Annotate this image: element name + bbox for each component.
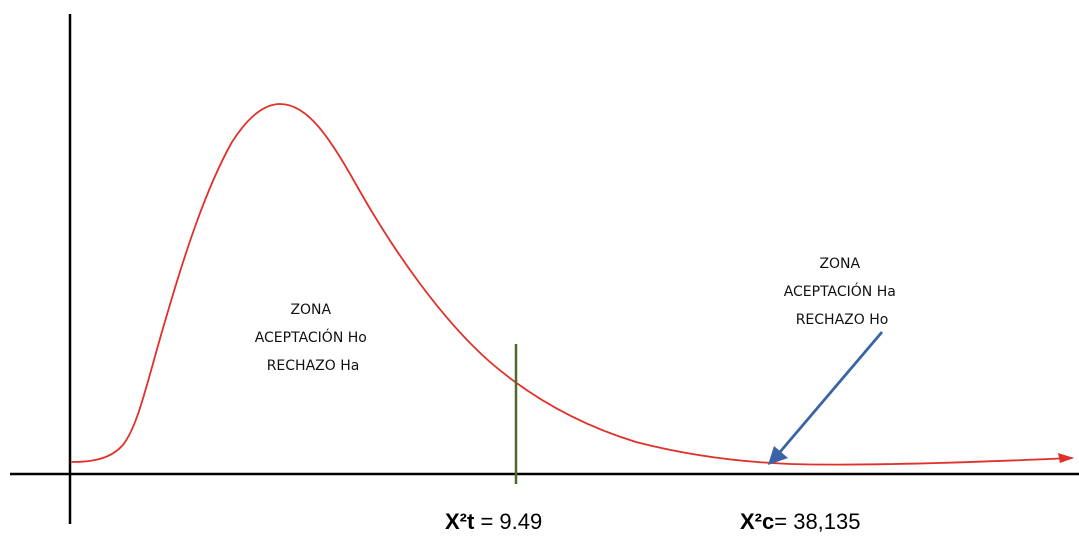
critical-value-label: X²t = 9.49 (445, 509, 542, 534)
rejection-zone-line-2: ACEPTACIÓN Ha (784, 282, 896, 300)
acceptance-zone-line-1: ZONA (290, 302, 331, 318)
calculated-value-number: = 38,135 (774, 509, 860, 534)
rejection-zone-line-3: RECHAZO Ho (796, 312, 889, 328)
calculated-value-arrow (778, 331, 884, 453)
calculated-value-arrowhead (768, 446, 788, 465)
acceptance-zone-label: ZONA ACEPTACIÓN Ho RECHAZO Ha (255, 302, 372, 374)
acceptance-zone-line-2: ACEPTACIÓN Ho (255, 328, 367, 346)
chi-square-density-curve (71, 103, 1073, 466)
acceptance-zone-line-3: RECHAZO Ha (267, 358, 360, 374)
curve-arrowhead (1058, 453, 1074, 463)
calculated-value-label: X²c= 38,135 (740, 509, 861, 534)
rejection-zone-label: ZONA ACEPTACIÓN Ha RECHAZO Ho (784, 256, 901, 328)
calculated-value-symbol: X²c (740, 509, 774, 534)
rejection-zone-line-1: ZONA (819, 256, 860, 272)
critical-value-symbol: X²t (445, 509, 475, 534)
critical-value-number: = 9.49 (474, 509, 542, 534)
